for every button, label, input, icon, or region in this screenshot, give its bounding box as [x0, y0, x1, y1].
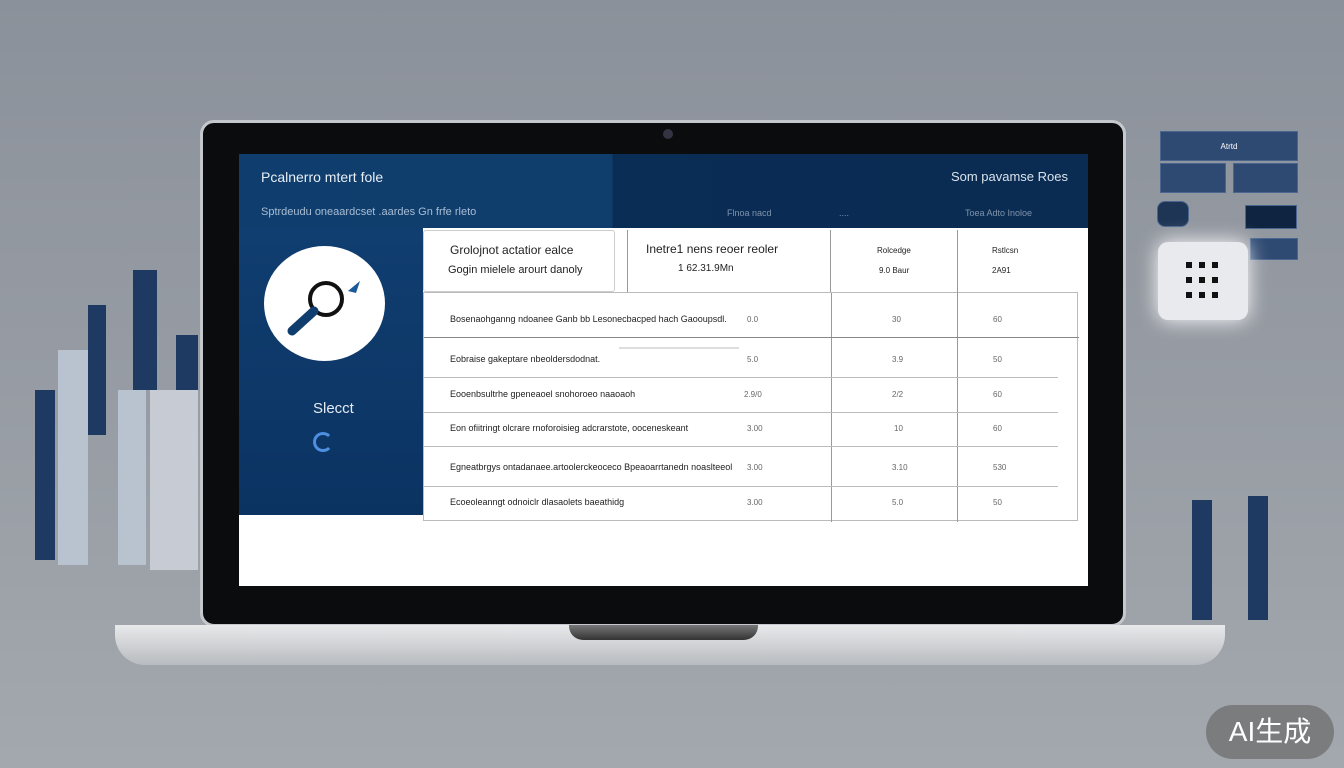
- cell: 2/2: [892, 390, 904, 399]
- row-label: Bosenaohganng ndoanee Ganb bb Lesonecbac…: [450, 314, 727, 324]
- data-table: Bosenaohganng ndoanee Ganb bb Lesonecbac…: [423, 231, 1079, 522]
- app-title: Pcalnerro mtert fole: [261, 169, 384, 185]
- background-bar: [1192, 500, 1212, 620]
- row-label: Egneatbrgys ontadanaee.artoolerckeoceco …: [450, 462, 733, 472]
- cell: 10: [894, 424, 903, 433]
- summary-card[interactable]: Rolcedge 9.0 Baur: [830, 230, 957, 292]
- card-value: 1 62.31.9Mn: [678, 263, 734, 274]
- column-header[interactable]: Flnoa nacd: [727, 208, 772, 218]
- webcam-icon: [663, 129, 673, 139]
- side-widget-tile: [1250, 238, 1298, 260]
- card-title: Grolojnot actatior ealce: [450, 243, 574, 257]
- cell: 2.9/0: [744, 390, 762, 399]
- column-header[interactable]: ....: [839, 208, 850, 218]
- loading-spinner-icon: [313, 432, 333, 452]
- side-widget-label: Atrtd: [1220, 142, 1238, 151]
- row-label: Eobraise gakeptare nbeoldersdodnat.: [450, 354, 601, 364]
- summary-card[interactable]: Grolojnot actatior ealce Gogin mielele a…: [423, 230, 615, 292]
- cell: 3.00: [747, 463, 763, 472]
- card-title: Rstlcsn: [992, 246, 1019, 255]
- cell: 30: [892, 315, 901, 324]
- header-right-title: Som pavamse Roes: [950, 169, 1068, 184]
- side-widget-tile: [1245, 205, 1297, 229]
- side-widget: Atrtd: [1160, 131, 1298, 161]
- side-widget-tile: [1233, 163, 1298, 193]
- laptop-hinge-notch: [569, 625, 758, 640]
- laptop-screen: Pcalnerro mtert fole Sptrdeudu oneaardcs…: [239, 154, 1088, 586]
- cell: 60: [993, 315, 1002, 324]
- app-subtitle: Sptrdeudu oneaardcset .aardes Gn frfe rl…: [261, 206, 477, 218]
- app-header: Pcalnerro mtert fole Sptrdeudu oneaardcs…: [239, 154, 1088, 228]
- column-header[interactable]: Toea Adto Inoloe: [965, 208, 1033, 218]
- card-title: Inetre1 nens reoer reoler: [646, 242, 779, 256]
- cell: 3.9: [892, 355, 904, 364]
- cell: 3.00: [747, 498, 763, 507]
- cell: 60: [993, 390, 1002, 399]
- cell: 5.0: [747, 355, 759, 364]
- side-widget-pill: [1157, 201, 1189, 227]
- ai-generated-watermark: AI生成: [1206, 705, 1334, 759]
- card-value: 2A91: [992, 266, 1011, 275]
- cell: 60: [993, 424, 1002, 433]
- select-label[interactable]: Slecct: [313, 400, 354, 417]
- row-label: Ecoeoleanngt odnoiclr dlasaolets baeathi…: [450, 497, 625, 507]
- summary-card[interactable]: Rstlcsn 2A91: [957, 230, 1088, 292]
- cell: 3.00: [747, 424, 763, 433]
- card-value: 9.0 Baur: [879, 266, 910, 275]
- row-label: Eooenbsultrhe gpeneaoel snohoroeo naaoao…: [450, 389, 636, 399]
- cell: 530: [993, 463, 1007, 472]
- search-icon[interactable]: [264, 246, 385, 361]
- cell: 0.0: [747, 315, 759, 324]
- cell: 50: [993, 498, 1002, 507]
- cell: 50: [993, 355, 1002, 364]
- summary-card[interactable]: Inetre1 nens reoer reoler 1 62.31.9Mn: [627, 230, 830, 292]
- side-widget-tile: [1160, 163, 1226, 193]
- left-panel: Slecct: [239, 228, 423, 515]
- cell: 3.10: [892, 463, 908, 472]
- card-title: Rolcedge: [877, 246, 911, 255]
- card-value: Gogin mielele arourt danoly: [448, 264, 583, 276]
- background-bar: [1248, 496, 1268, 620]
- cell: 5.0: [892, 498, 904, 507]
- row-label: Eon ofiitringt olcrare rnoforoisieg adcr…: [450, 423, 689, 433]
- app-grid-icon[interactable]: [1158, 242, 1248, 320]
